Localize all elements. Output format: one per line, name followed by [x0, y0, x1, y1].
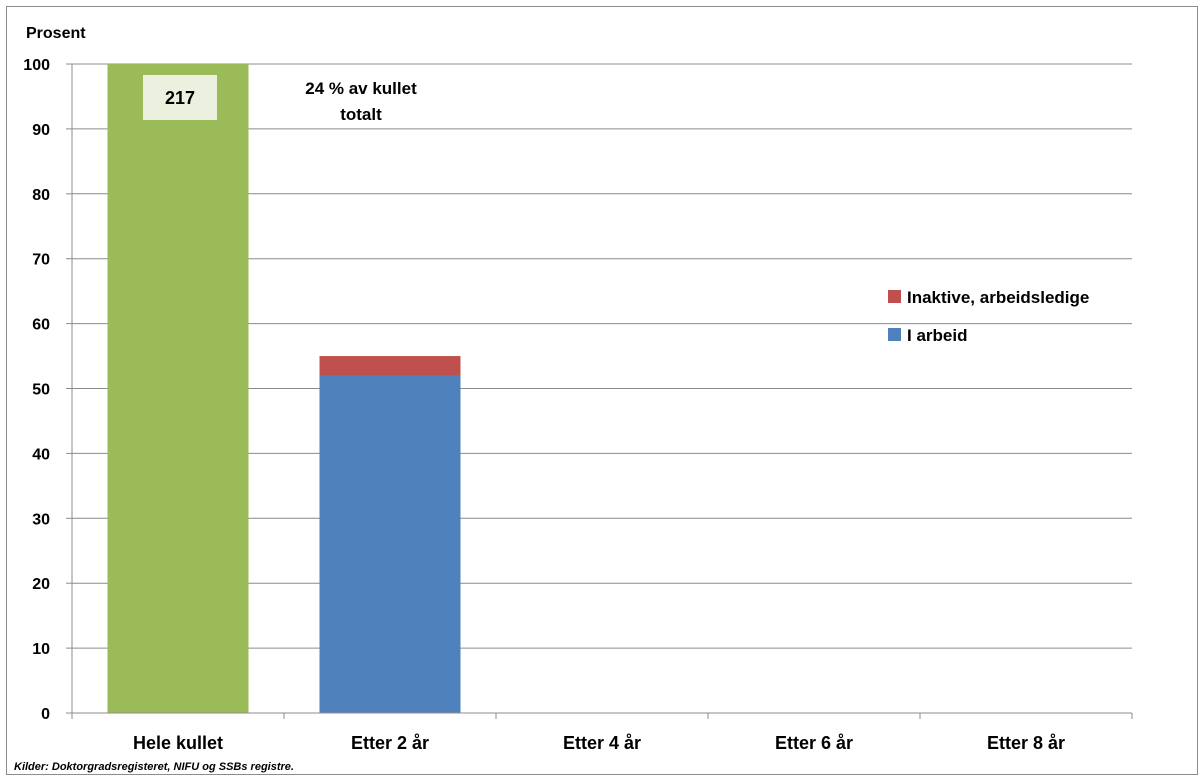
x-tick-label: Etter 6 år [775, 733, 853, 753]
y-tick-label: 10 [32, 641, 50, 658]
y-tick-label: 40 [32, 446, 50, 463]
x-tick-label: Etter 4 år [563, 733, 641, 753]
x-tick-labels: Hele kullet Etter 2 år Etter 4 år Etter 6 å… [133, 733, 1065, 753]
y-axis-label: Prosent [26, 25, 86, 42]
count-annotation: 217 [143, 75, 217, 120]
y-tick-label: 50 [32, 382, 50, 399]
count-box [143, 75, 217, 120]
count-box-label: 217 [165, 88, 195, 108]
y-tick-label: 0 [41, 706, 50, 723]
y-tick-label: 90 [32, 122, 50, 139]
bar-inaktive-arbeidsledige-1 [319, 356, 461, 376]
legend: Inaktive, arbeidsledige I arbeid [888, 288, 1089, 345]
x-tick-label: Etter 8 år [987, 733, 1065, 753]
y-tick-label: 70 [32, 252, 50, 269]
axes [71, 64, 1133, 719]
legend-label: I arbeid [907, 326, 967, 345]
y-tick-labels: 0 10 20 30 40 50 60 70 80 90 100 [23, 57, 50, 723]
legend-label: Inaktive, arbeidsledige [907, 288, 1089, 307]
note-line-1: 24 % av kullet [305, 79, 417, 98]
legend-swatch [888, 290, 901, 303]
bar-total-0 [107, 64, 249, 713]
x-tick-label: Etter 2 år [351, 733, 429, 753]
legend-swatch [888, 328, 901, 341]
source-note: Kilder: Doktorgradsregisteret, NIFU og S… [14, 761, 294, 773]
y-tick-label: 60 [32, 317, 50, 334]
gridlines [66, 63, 1132, 714]
note-line-2: totalt [340, 105, 382, 124]
y-tick-label: 30 [32, 511, 50, 528]
cohort-note: 24 % av kullet totalt [305, 79, 417, 124]
y-tick-label: 100 [23, 57, 50, 74]
x-tick-label: Hele kullet [133, 733, 223, 753]
y-tick-label: 80 [32, 187, 50, 204]
bars [107, 64, 461, 713]
bar-i-arbeid-1 [319, 375, 461, 713]
y-tick-label: 20 [32, 576, 50, 593]
